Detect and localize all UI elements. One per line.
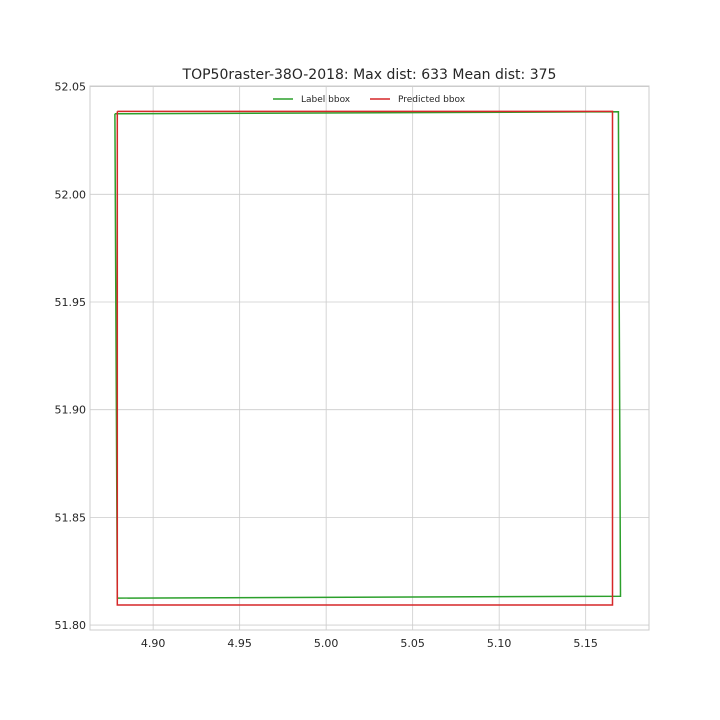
- grid: [90, 86, 649, 630]
- legend: Label bbox Predicted bbox: [273, 95, 466, 105]
- x-tick-label: 4.90: [141, 637, 166, 650]
- chart-title: TOP50raster-38O-2018: Max dist: 633 Mean…: [182, 67, 557, 83]
- x-tick-label: 5.00: [314, 637, 339, 650]
- legend-label: Predicted bbox: [398, 95, 466, 105]
- y-tick-label: 51.95: [55, 296, 87, 309]
- legend-label: Label bbox: [301, 95, 351, 105]
- y-tick-label: 51.90: [55, 404, 87, 417]
- y-tick-label: 52.00: [55, 188, 87, 201]
- plot-area-frame: [89, 85, 650, 631]
- y-tick-label: 51.85: [55, 511, 87, 524]
- series-layer: [114, 110, 622, 606]
- x-tick-label: 4.95: [227, 637, 252, 650]
- y-tick-label: 52.05: [55, 81, 87, 94]
- x-tick-label: 5.05: [400, 637, 425, 650]
- x-tick-label: 5.10: [487, 637, 512, 650]
- y-axis-ticks: 51.80 51.85 51.90 51.95 52.00 52.05: [55, 81, 87, 632]
- series-line-label-bbox: [114, 111, 622, 599]
- y-tick-label: 51.80: [55, 619, 87, 632]
- x-tick-label: 5.15: [573, 637, 598, 650]
- x-axis-ticks: 4.90 4.95 5.00 5.05 5.10 5.15: [141, 637, 598, 650]
- series-line-predicted-bbox: [116, 110, 614, 606]
